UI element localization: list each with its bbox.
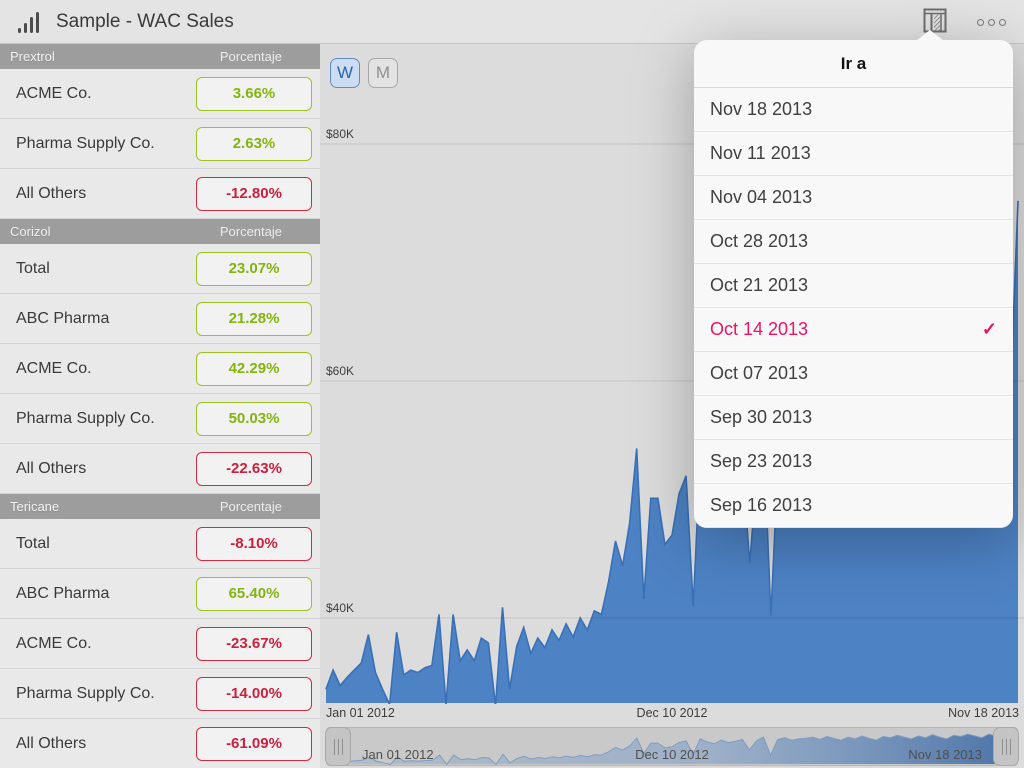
section-header: Corizol Porcentaje bbox=[0, 219, 320, 244]
list-item[interactable]: All Others -22.63% bbox=[0, 444, 320, 494]
list-item[interactable]: Pharma Supply Co. 2.63% bbox=[0, 119, 320, 169]
period-toggle: W M bbox=[330, 58, 398, 88]
date-label: Oct 07 2013 bbox=[710, 363, 809, 383]
ellipsis-icon bbox=[977, 18, 1006, 26]
row-label: Total bbox=[16, 259, 50, 277]
popover-arrow bbox=[916, 30, 944, 41]
scrubber-left-handle[interactable] bbox=[325, 727, 351, 766]
percentage-badge: 42.29% bbox=[196, 351, 312, 386]
percentage-badge: 65.40% bbox=[196, 576, 312, 611]
bar-chart-logo-icon bbox=[18, 11, 42, 33]
list-item[interactable]: ACME Co. 42.29% bbox=[0, 344, 320, 394]
x-tick-label: Jan 01 2012 bbox=[326, 706, 395, 720]
date-list-item[interactable]: Nov 18 2013 bbox=[694, 88, 1013, 132]
section-header: Prextrol Porcentaje bbox=[0, 44, 320, 69]
app-title: Sample - WAC Sales bbox=[56, 10, 234, 32]
row-label: All Others bbox=[16, 459, 87, 477]
x-tick-label: Dec 10 2012 bbox=[636, 706, 708, 720]
percentage-badge: -61.09% bbox=[196, 726, 312, 761]
percentage-badge: -14.00% bbox=[196, 676, 312, 711]
date-label: Oct 21 2013 bbox=[710, 275, 809, 295]
date-list-item[interactable]: Sep 16 2013 bbox=[694, 484, 1013, 528]
top-bar: Sample - WAC Sales bbox=[0, 0, 1024, 44]
scrubber-right-handle[interactable] bbox=[993, 727, 1019, 766]
list-item[interactable]: Total -8.10% bbox=[0, 519, 320, 569]
percentage-badge: -23.67% bbox=[196, 626, 312, 661]
goto-date-popover: Ir a Nov 18 2013 Nov 11 2013 Nov 04 2013 Oc… bbox=[694, 30, 1013, 528]
navigator-tick-label: Nov 18 2013 bbox=[908, 747, 982, 762]
range-scrubber[interactable]: Jan 01 2012 Dec 10 2012 Nov 18 2013 bbox=[325, 727, 1019, 766]
date-label: Nov 04 2013 bbox=[710, 187, 813, 207]
row-label: ABC Pharma bbox=[16, 584, 110, 602]
date-label: Oct 28 2013 bbox=[710, 231, 809, 251]
row-label: ACME Co. bbox=[16, 634, 92, 652]
date-list: Nov 18 2013 Nov 11 2013 Nov 04 2013 Oct 28 … bbox=[694, 88, 1013, 528]
percentage-badge: 2.63% bbox=[196, 126, 312, 161]
date-list-item[interactable]: Nov 11 2013 bbox=[694, 132, 1013, 176]
date-label: Nov 18 2013 bbox=[710, 99, 813, 119]
date-list-item[interactable]: Oct 21 2013 bbox=[694, 264, 1013, 308]
percentage-badge: -12.80% bbox=[196, 176, 312, 211]
row-label: ACME Co. bbox=[16, 84, 92, 102]
row-label: All Others bbox=[16, 734, 87, 752]
y-tick-label: $60K bbox=[326, 364, 354, 378]
sidebar: Prextrol Porcentaje ACME Co. 3.66% Pharma Su… bbox=[0, 44, 320, 768]
list-item[interactable]: ACME Co. 3.66% bbox=[0, 69, 320, 119]
week-toggle-button[interactable]: W bbox=[330, 58, 360, 88]
navigator-tick-label: Jan 01 2012 bbox=[362, 747, 434, 762]
date-list-item[interactable]: Oct 14 2013 ✓ bbox=[694, 308, 1013, 352]
list-item[interactable]: All Others -61.09% bbox=[0, 719, 320, 768]
x-tick-label: Nov 18 2013 bbox=[948, 706, 1019, 720]
percentage-badge: 23.07% bbox=[196, 251, 312, 286]
list-item[interactable]: Pharma Supply Co. 50.03% bbox=[0, 394, 320, 444]
section-value-header: Porcentaje bbox=[219, 49, 282, 64]
more-options-button[interactable] bbox=[973, 15, 1010, 30]
list-item[interactable]: Total 23.07% bbox=[0, 244, 320, 294]
row-label: ABC Pharma bbox=[16, 309, 110, 327]
date-list-item[interactable]: Oct 07 2013 bbox=[694, 352, 1013, 396]
y-tick-label: $40K bbox=[326, 601, 354, 615]
date-list-item[interactable]: Sep 23 2013 bbox=[694, 440, 1013, 484]
check-icon: ✓ bbox=[981, 319, 997, 339]
date-label: Sep 30 2013 bbox=[710, 407, 813, 427]
popover-body: Ir a Nov 18 2013 Nov 11 2013 Nov 04 2013 Oc… bbox=[694, 40, 1013, 528]
date-label: Nov 11 2013 bbox=[710, 143, 811, 163]
list-item[interactable]: Pharma Supply Co. -14.00% bbox=[0, 669, 320, 719]
percentage-badge: -8.10% bbox=[196, 526, 312, 561]
section-name: Tericane bbox=[10, 499, 60, 514]
date-list-item[interactable]: Nov 04 2013 bbox=[694, 176, 1013, 220]
row-label: All Others bbox=[16, 184, 87, 202]
list-item[interactable]: ACME Co. -23.67% bbox=[0, 619, 320, 669]
section-header: Tericane Porcentaje bbox=[0, 494, 320, 519]
x-axis-labels: Jan 01 2012 Dec 10 2012 Nov 18 2013 bbox=[320, 706, 1024, 724]
row-label: Pharma Supply Co. bbox=[16, 409, 155, 427]
date-label: Oct 14 2013 bbox=[710, 319, 809, 339]
percentage-badge: 50.03% bbox=[196, 401, 312, 436]
section-value-header: Porcentaje bbox=[219, 224, 282, 239]
month-toggle-button[interactable]: M bbox=[368, 58, 398, 88]
date-list-item[interactable]: Oct 28 2013 bbox=[694, 220, 1013, 264]
date-label: Sep 16 2013 bbox=[710, 495, 813, 515]
y-tick-label: $80K bbox=[326, 127, 354, 141]
row-label: ACME Co. bbox=[16, 359, 92, 377]
section-value-header: Porcentaje bbox=[219, 499, 282, 514]
row-label: Total bbox=[16, 534, 50, 552]
list-item[interactable]: All Others -12.80% bbox=[0, 169, 320, 219]
percentage-badge: -22.63% bbox=[196, 451, 312, 486]
percentage-badge: 3.66% bbox=[196, 76, 312, 111]
date-list-item[interactable]: Sep 30 2013 bbox=[694, 396, 1013, 440]
row-label: Pharma Supply Co. bbox=[16, 134, 155, 152]
list-item[interactable]: ABC Pharma 65.40% bbox=[0, 569, 320, 619]
section-name: Corizol bbox=[10, 224, 51, 239]
date-label: Sep 23 2013 bbox=[710, 451, 813, 471]
navigator-labels: Jan 01 2012 Dec 10 2012 Nov 18 2013 bbox=[327, 728, 1017, 765]
percentage-badge: 21.28% bbox=[196, 301, 312, 336]
navigator-mini-chart bbox=[327, 730, 1017, 765]
section-name: Prextrol bbox=[10, 49, 55, 64]
row-label: Pharma Supply Co. bbox=[16, 684, 155, 702]
list-item[interactable]: ABC Pharma 21.28% bbox=[0, 294, 320, 344]
navigator-tick-label: Dec 10 2012 bbox=[635, 747, 709, 762]
popover-title: Ir a bbox=[694, 40, 1013, 88]
